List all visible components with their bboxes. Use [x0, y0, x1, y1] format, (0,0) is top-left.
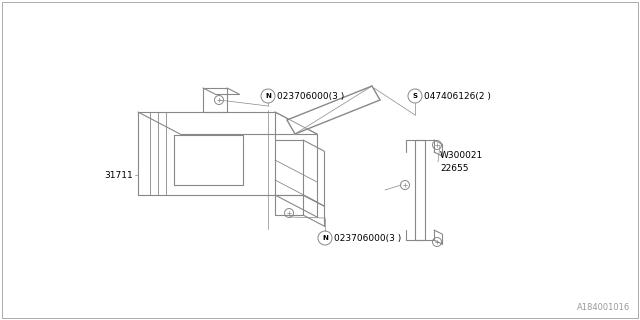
Text: 31711: 31711 [104, 171, 133, 180]
Text: S: S [413, 93, 417, 99]
Polygon shape [287, 86, 380, 134]
Text: 047406126(2 ): 047406126(2 ) [424, 92, 491, 100]
Text: A184001016: A184001016 [577, 303, 630, 312]
Text: N: N [322, 235, 328, 241]
Text: W300021: W300021 [440, 150, 483, 159]
Text: 023706000(3 ): 023706000(3 ) [334, 234, 401, 243]
Text: N: N [265, 93, 271, 99]
Text: 023706000(3 ): 023706000(3 ) [277, 92, 344, 100]
Text: 22655: 22655 [440, 164, 468, 172]
